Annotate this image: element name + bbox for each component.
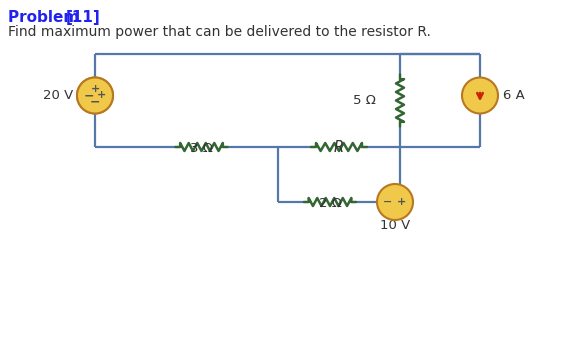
- Text: +: +: [90, 84, 100, 94]
- Text: −: −: [83, 89, 94, 102]
- Text: 2 Ω: 2 Ω: [318, 197, 342, 210]
- Text: 3 Ω: 3 Ω: [190, 142, 213, 155]
- Text: [11]: [11]: [66, 10, 101, 25]
- Text: R: R: [334, 140, 344, 155]
- Text: −: −: [383, 197, 392, 207]
- Circle shape: [77, 78, 113, 114]
- Circle shape: [77, 78, 113, 114]
- Text: Find maximum power that can be delivered to the resistor R.: Find maximum power that can be delivered…: [8, 25, 431, 39]
- Circle shape: [462, 78, 498, 114]
- Text: 20 V: 20 V: [42, 89, 73, 102]
- Text: 5 Ω: 5 Ω: [353, 94, 376, 107]
- Text: Problem: Problem: [8, 10, 84, 25]
- Circle shape: [377, 184, 413, 220]
- Text: 10 V: 10 V: [380, 219, 410, 232]
- Text: +: +: [97, 91, 107, 101]
- Text: +: +: [397, 197, 406, 207]
- Text: −: −: [90, 96, 100, 109]
- Text: 6 A: 6 A: [503, 89, 525, 102]
